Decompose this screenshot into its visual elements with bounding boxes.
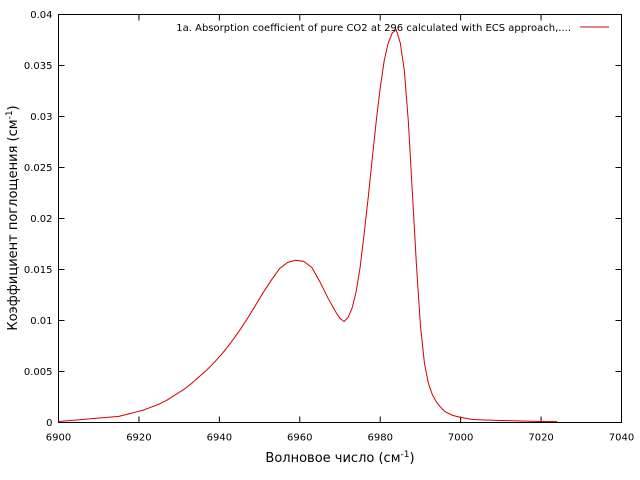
legend-label: 1a. Absorption coefficient of pure CO2 a… <box>176 23 571 34</box>
x-tick-label: 7040 <box>609 433 634 444</box>
y-tick-label: 0.035 <box>24 61 53 72</box>
y-tick-label: 0.02 <box>30 214 52 225</box>
series-line <box>58 28 558 423</box>
x-tick-label: 7020 <box>528 433 553 444</box>
y-tick-label: 0.01 <box>30 316 52 327</box>
y-tick-label: 0.025 <box>24 163 53 174</box>
y-tick-label: 0.04 <box>30 10 52 21</box>
y-axis-title: Коэффициент поглощения (см-1) <box>5 105 21 330</box>
y-tick-label: 0.015 <box>24 265 53 276</box>
series-layer <box>58 28 558 423</box>
plot-frame <box>58 14 622 423</box>
x-tick-label: 6980 <box>367 433 392 444</box>
legend: 1a. Absorption coefficient of pure CO2 a… <box>176 23 609 34</box>
y-axis-ticks: 0 0.005 0.01 0.015 0.02 0.025 0.03 0.035 0.04 <box>24 10 622 429</box>
y-tick-label: 0 <box>46 418 52 429</box>
x-axis-title: Волновое число (см-1) <box>265 450 414 466</box>
x-tick-label: 6920 <box>126 433 151 444</box>
y-tick-label: 0.03 <box>30 112 52 123</box>
x-tick-label: 6960 <box>287 433 312 444</box>
x-axis-ticks: 6900 6920 6940 6960 6980 7000 7020 7040 <box>46 14 634 444</box>
x-tick-label: 7000 <box>448 433 473 444</box>
x-tick-label: 6940 <box>207 433 232 444</box>
x-tick-label: 6900 <box>46 433 71 444</box>
y-tick-label: 0.005 <box>24 367 53 378</box>
